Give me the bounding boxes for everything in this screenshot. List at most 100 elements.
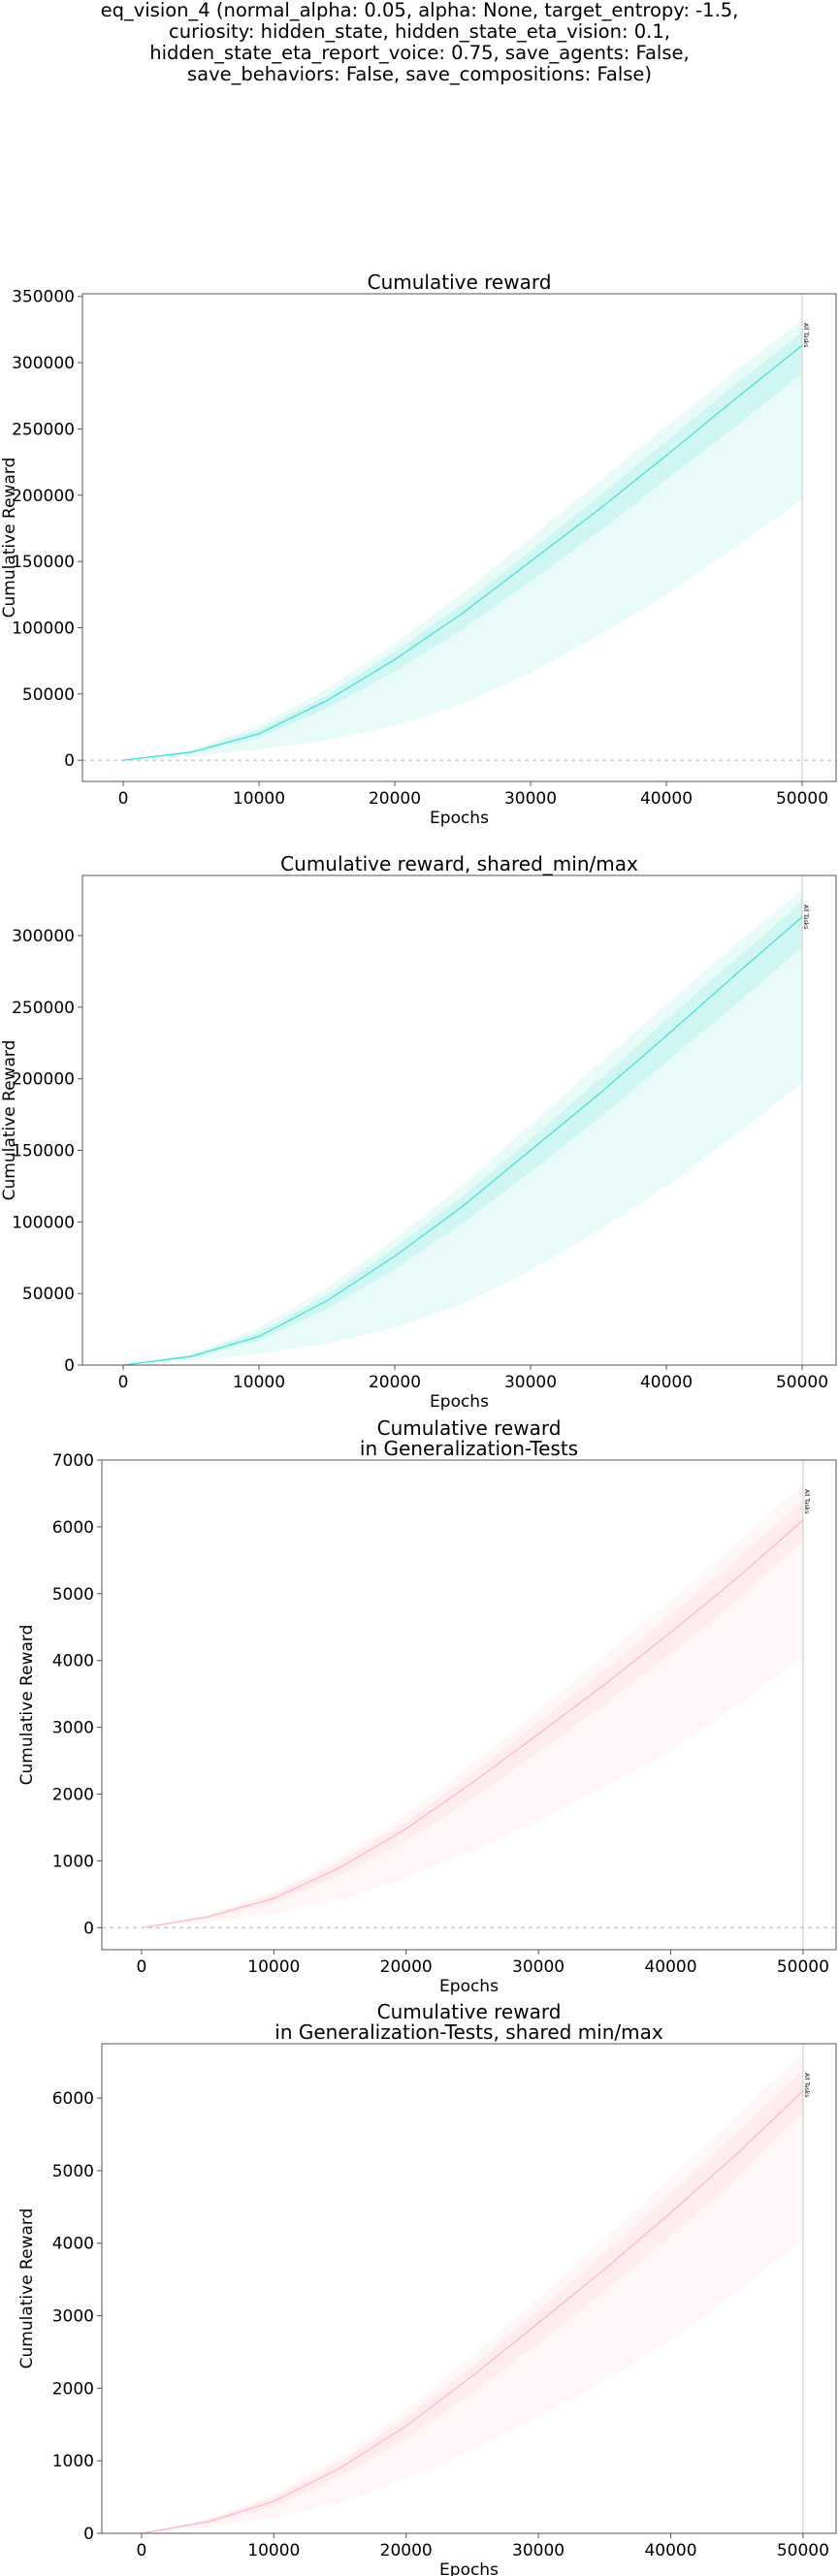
y-tick-label: 1000 (52, 1852, 94, 1871)
figure-suptitle: eq_vision_4 (normal_alpha: 0.05, alpha: … (0, 0, 839, 85)
x-tick-label: 30000 (512, 1957, 565, 1977)
data-point (258, 1335, 260, 1338)
chart-panel-3: All Tasks 0 10000 20000 30000 40000 50000 0 1000… (17, 1416, 837, 1996)
chart-panel-2: All Tasks 0 10000 20000 30000 40000 50000 0 5000… (0, 852, 837, 1412)
x-axis-label: Epochs (430, 1392, 489, 1412)
chart-title: Cumulative reward, shared_min/max (280, 852, 638, 875)
chart-title: Cumulative reward (377, 1416, 562, 1440)
data-point (404, 1828, 407, 1830)
data-point (801, 916, 803, 918)
data-point (462, 1205, 464, 1207)
data-point (190, 1355, 192, 1357)
y-tick-label: 100000 (12, 1213, 75, 1232)
y-tick-label: 1000 (52, 2452, 94, 2471)
x-tick-label: 40000 (640, 1373, 693, 1392)
plot-frame (101, 2043, 837, 2534)
data-point (462, 612, 464, 615)
y-tick-label: 0 (83, 2525, 94, 2544)
confidence-band (141, 2051, 803, 2533)
data-point (802, 2089, 804, 2092)
data-point (404, 2425, 407, 2428)
data-point (530, 560, 532, 562)
confidence-band (123, 320, 802, 761)
y-axis-label: Cumulative Reward (0, 458, 19, 619)
y-tick-label: 0 (64, 1356, 75, 1376)
chart-panel-1: All Tasks 0 10000 20000 30000 40000 50000 0 5000… (0, 270, 837, 828)
data-point (801, 344, 803, 347)
data-point (273, 2500, 275, 2502)
y-tick-label: 0 (64, 751, 75, 771)
data-point (326, 699, 328, 702)
x-axis-label: Epochs (439, 1977, 499, 1996)
suptitle-line: hidden_state_eta_report_voice: 0.75, sav… (149, 42, 690, 64)
y-axis-label: Cumulative Reward (17, 1625, 37, 1786)
x-tick-label: 20000 (380, 2541, 433, 2560)
data-point (733, 398, 735, 401)
x-tick-label: 10000 (247, 1957, 300, 1977)
data-point (326, 1299, 328, 1302)
x-tick-label: 0 (137, 2541, 147, 2560)
y-tick-label: 2000 (52, 2379, 94, 2399)
y-tick-label: 50000 (22, 685, 75, 705)
x-tick-label: 20000 (369, 789, 421, 809)
data-point (802, 1519, 804, 1521)
x-tick-label: 30000 (504, 789, 557, 809)
x-tick-label: 10000 (233, 789, 285, 809)
data-point (665, 1034, 667, 1037)
data-point (665, 454, 667, 457)
data-point (669, 2211, 672, 2214)
x-tick-label: 50000 (777, 2541, 829, 2560)
y-tick-label: 7000 (52, 1451, 94, 1471)
x-tick-label: 40000 (640, 789, 693, 809)
task-marker-label: All Tasks (802, 323, 809, 347)
x-tick-label: 40000 (644, 1957, 696, 1977)
task-marker-label: All Tasks (803, 2073, 810, 2097)
y-tick-label: 250000 (12, 999, 75, 1018)
y-tick-label: 300000 (12, 354, 75, 373)
data-point (597, 508, 599, 511)
data-point (603, 1683, 606, 1686)
chart-title: in Generalization-Tests, shared min/max (274, 2020, 663, 2044)
plot-frame (81, 875, 837, 1366)
chart-title: in Generalization-Tests (360, 1437, 578, 1460)
y-axis-label: Cumulative Reward (0, 1040, 19, 1201)
data-point (537, 1733, 539, 1735)
y-tick-label: 200000 (12, 487, 75, 506)
data-point (669, 1631, 672, 1634)
confidence-band (141, 1483, 803, 1928)
x-tick-label: 0 (137, 1957, 147, 1977)
data-point (597, 1094, 599, 1096)
x-tick-label: 30000 (504, 1373, 557, 1392)
y-tick-label: 150000 (12, 1142, 75, 1161)
y-tick-label: 4000 (52, 2235, 94, 2254)
y-tick-label: 3000 (52, 1719, 94, 1738)
x-tick-label: 10000 (247, 2541, 300, 2560)
y-tick-label: 250000 (12, 420, 75, 439)
data-point (537, 2322, 539, 2324)
y-tick-label: 6000 (52, 2089, 94, 2109)
data-point (273, 1897, 275, 1899)
suptitle-line: eq_vision_4 (normal_alpha: 0.05, alpha: … (100, 0, 739, 21)
y-tick-label: 200000 (12, 1070, 75, 1090)
x-tick-label: 50000 (776, 1373, 828, 1392)
y-tick-label: 2000 (52, 1785, 94, 1804)
x-tick-label: 20000 (369, 1373, 421, 1392)
x-tick-label: 0 (118, 1373, 129, 1392)
y-tick-label: 100000 (12, 619, 75, 638)
y-tick-label: 3000 (52, 2307, 94, 2327)
y-tick-label: 50000 (22, 1285, 75, 1304)
y-tick-label: 0 (83, 1919, 94, 1938)
data-point (141, 1926, 143, 1929)
data-point (190, 751, 192, 753)
data-point (339, 2466, 341, 2469)
data-point (339, 1866, 341, 1869)
data-point (735, 1577, 738, 1579)
x-tick-label: 30000 (512, 2541, 565, 2560)
y-tick-label: 5000 (52, 2162, 94, 2181)
suptitle-line: save_behaviors: False, save_compositions… (186, 63, 653, 85)
data-point (207, 1916, 209, 1919)
suptitle-line: curiosity: hidden_state, hidden_state_et… (169, 20, 670, 43)
x-tick-label: 50000 (777, 1957, 829, 1977)
x-tick-label: 20000 (380, 1957, 433, 1977)
